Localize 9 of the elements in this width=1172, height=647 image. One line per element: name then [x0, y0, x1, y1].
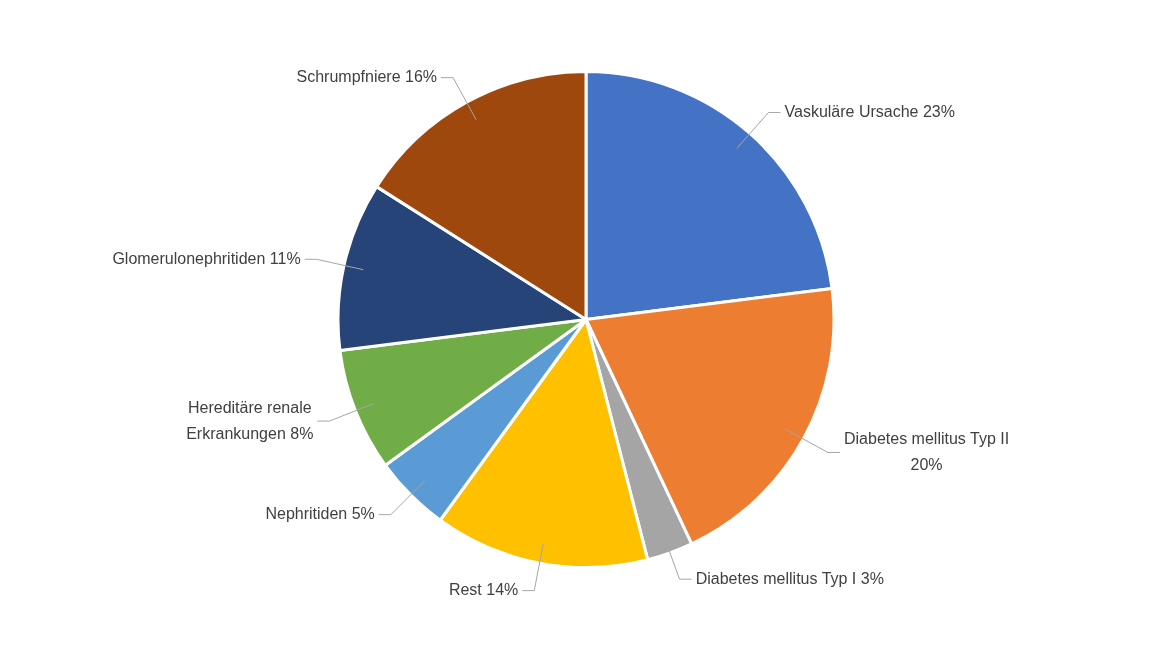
slice-label: Rest 14% [448, 581, 519, 599]
slice-label: Schrumpfniere 16% [296, 68, 438, 86]
slice-label: Diabetes mellitus Typ II [844, 429, 1010, 447]
slice-label: Vaskuläre Ursache 23% [784, 102, 955, 120]
slice-label: Nephritiden 5% [265, 505, 375, 523]
slice-label: Diabetes mellitus Typ I 3% [695, 569, 884, 587]
slice-label: Hereditäre renale Erkrankungen 8% [186, 398, 314, 442]
slice-label: Glomerulonephritiden 11% [112, 249, 301, 267]
data-label: 20% [910, 455, 943, 473]
